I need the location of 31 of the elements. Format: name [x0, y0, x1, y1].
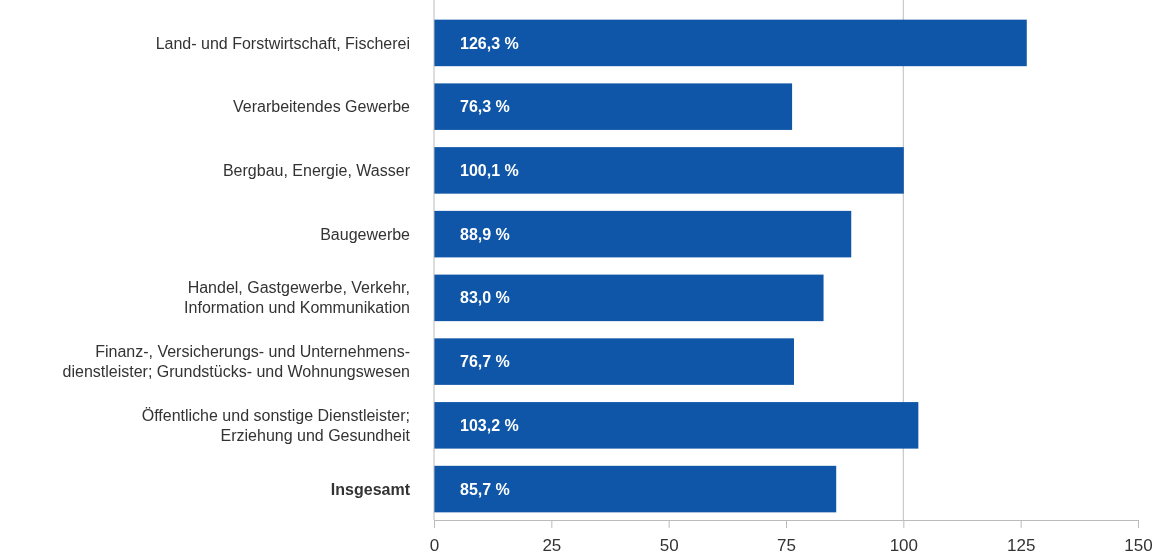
data-label: 126,3 %	[460, 34, 519, 52]
x-tick-label: 50	[659, 536, 679, 553]
x-tick-label: 0	[429, 536, 440, 553]
x-tick-label: 150	[1124, 536, 1153, 553]
data-label: 83,0 %	[460, 289, 510, 307]
bar	[434, 19, 1027, 67]
bar	[434, 210, 852, 258]
data-label: 103,2 %	[460, 416, 519, 434]
bar	[434, 274, 824, 322]
y-tick-label: Insgesamt	[330, 480, 411, 498]
x-tick-label: 75	[777, 536, 796, 553]
y-tick-label: Land- und Forstwirtschaft, Fischerei	[155, 34, 410, 52]
data-label: 76,3 %	[460, 98, 510, 116]
x-tick-label: 100	[889, 536, 919, 553]
x-tick-label: 25	[542, 536, 562, 553]
y-tick-label: Baugewerbe	[320, 225, 411, 243]
bar	[434, 465, 837, 513]
y-tick-label: Handel, Gastgewerbe, Verkehr, Information und Kommunikation	[184, 279, 410, 317]
data-label: 88,9 %	[460, 225, 510, 243]
data-label: 85,7 %	[460, 480, 510, 498]
bar	[434, 402, 919, 449]
data-label: 100,1 %	[460, 161, 519, 179]
bar	[434, 338, 794, 385]
data-label: 76,7 %	[460, 353, 510, 371]
x-tick-label: 125	[1006, 536, 1036, 553]
y-tick-label: Bergbau, Energie, Wasser	[222, 161, 411, 179]
y-tick-label: Finanz-, Versicherungs- und Unternehmens- dienstleister; Grundstücks- und Wohnungswesen	[62, 343, 410, 381]
bar	[434, 83, 793, 130]
y-tick-label: Verarbeitendes Gewerbe	[233, 98, 411, 116]
y-tick-label: Öffentliche und sonstige Dienstleister; Erziehung und Gesundheit	[141, 406, 411, 444]
bar	[434, 147, 904, 194]
